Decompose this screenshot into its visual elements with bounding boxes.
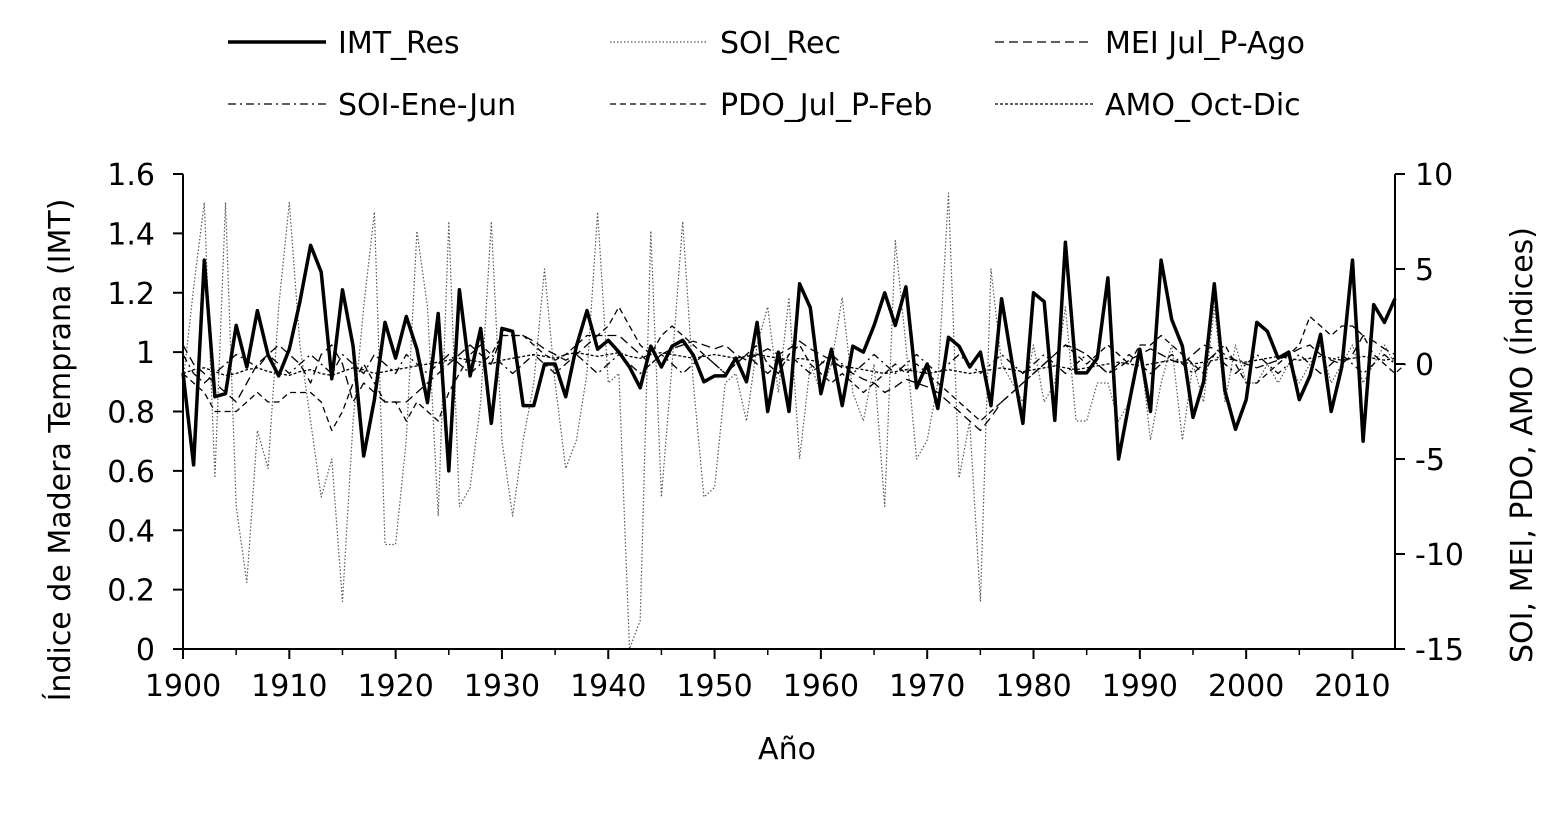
ticks: 1900 1910 1920 1930 1940 1950 1960 1970 1980 1990… — [107, 158, 1464, 704]
series-line-soi-rec — [182, 192, 1396, 650]
y-left-tick-label: 0.6 — [107, 455, 155, 490]
x-tick-label: 2000 — [1208, 669, 1284, 704]
y-axis-left-label: Índice de Madera Temprana (IMT) — [42, 199, 78, 702]
y-left-tick-label: 1 — [136, 336, 155, 371]
x-tick-label: 1930 — [464, 669, 540, 704]
legend-label: PDO_Jul_P-Feb — [720, 88, 932, 123]
x-tick-label: 2010 — [1314, 669, 1390, 704]
y-left-tick-label: 0 — [136, 633, 155, 668]
y-left-tick-label: 1.2 — [107, 277, 155, 312]
y-right-tick-label: 10 — [1415, 158, 1453, 193]
x-tick-label: 1900 — [145, 669, 221, 704]
series-line-amo-oct-dic — [182, 351, 1396, 377]
legend-label: SOI_Rec — [720, 26, 841, 61]
y-right-tick-label: 5 — [1415, 253, 1434, 288]
legend-label: IMT_Res — [338, 26, 460, 61]
x-tick-label: 1950 — [676, 669, 752, 704]
y-left-tick-label: 1.6 — [107, 158, 155, 193]
x-axis-label: Año — [758, 732, 816, 767]
series-layer — [181, 192, 1407, 650]
legend: IMT_Res SOI_Rec MEI Jul_P-Ago SOI-Ene-Jun PD… — [228, 26, 1305, 123]
series-line-mei-jul-p-ago — [182, 334, 1396, 432]
y-right-tick-label: -15 — [1415, 633, 1464, 668]
legend-label: AMO_Oct-Dic — [1105, 88, 1301, 123]
x-tick-label: 1910 — [251, 669, 327, 704]
x-tick-label: 1980 — [995, 669, 1071, 704]
y-right-tick-label: -10 — [1415, 538, 1464, 573]
x-tick-label: 1970 — [889, 669, 965, 704]
y-right-tick-label: -5 — [1415, 443, 1445, 478]
y-left-tick-label: 0.4 — [107, 514, 155, 549]
y-right-tick-label: 0 — [1415, 348, 1434, 383]
x-tick-label: 1920 — [357, 669, 433, 704]
legend-label: MEI Jul_P-Ago — [1105, 26, 1305, 61]
y-left-tick-label: 1.4 — [107, 217, 155, 252]
legend-label: SOI-Ene-Jun — [338, 88, 516, 123]
y-left-tick-label: 0.2 — [107, 574, 155, 609]
series-line-soi-ene-jun — [182, 353, 1396, 384]
x-tick-label: 1940 — [570, 669, 646, 704]
y-axis-right-label: SOI, MEI, PDO, AMO (Índices) — [1504, 227, 1540, 663]
x-tick-label: 1990 — [1102, 669, 1178, 704]
x-tick-label: 1960 — [783, 669, 859, 704]
y-left-tick-label: 0.8 — [107, 396, 155, 431]
series-line-imt-res — [181, 240, 1397, 473]
